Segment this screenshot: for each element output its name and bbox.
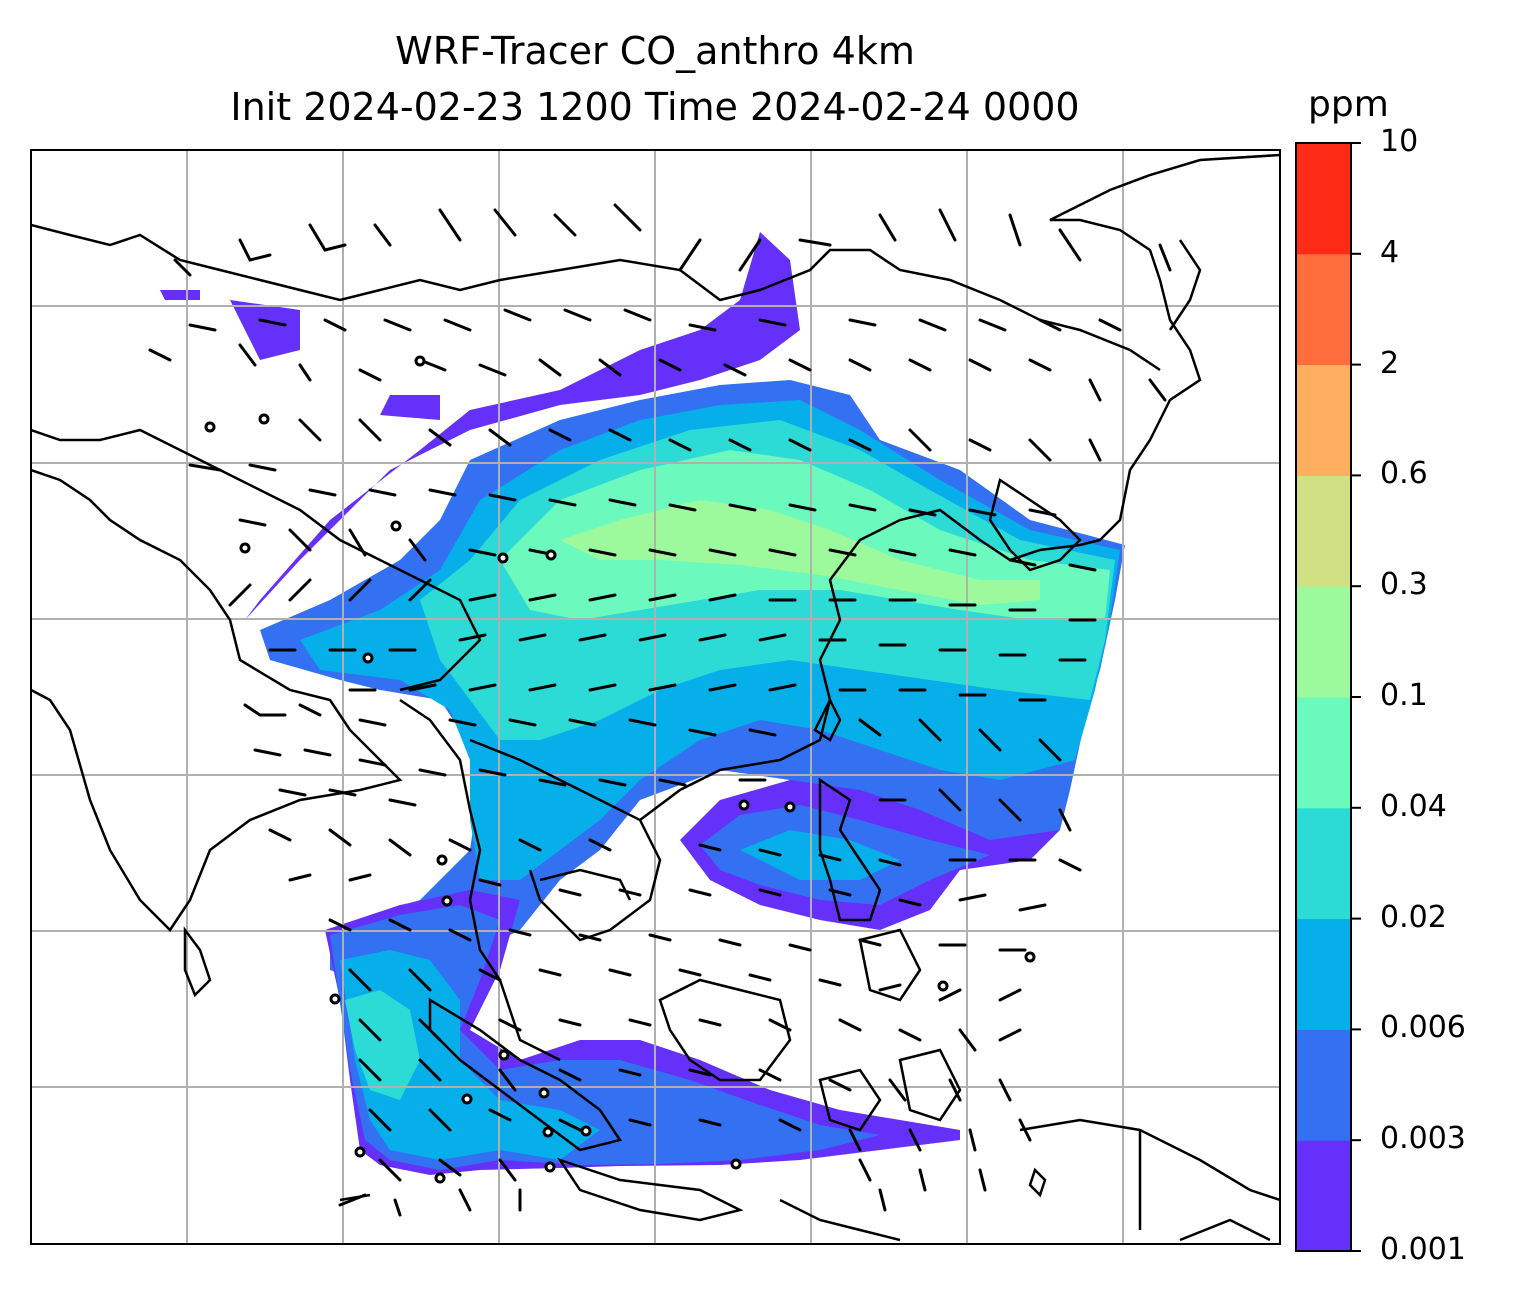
colorbar-tick-label: 0.1 — [1380, 678, 1428, 713]
colorbar-tick-label: 4 — [1380, 234, 1400, 270]
colorbar-bin — [1296, 1140, 1351, 1252]
colorbar-bin — [1296, 1029, 1351, 1141]
colorbar-tick-label: 2 — [1380, 345, 1400, 381]
calm-markers — [204, 355, 1036, 1184]
colorbar — [1295, 142, 1361, 1252]
colorbar-tick-label: 0.02 — [1380, 899, 1447, 935]
colorbar-unit-label: ppm — [1308, 84, 1389, 125]
plot-title-line2: Init 2024-02-23 1200 Time 2024-02-24 000… — [230, 85, 1080, 129]
colorbar-tick-label: 0.3 — [1380, 567, 1428, 603]
colorbar-tick-label: 0.04 — [1380, 788, 1447, 824]
colorbar-bin — [1296, 586, 1351, 698]
concentration-field — [160, 232, 1125, 1175]
wind-barbs — [148, 203, 1172, 1217]
colorbar-bin — [1296, 364, 1351, 476]
colorbar-bin — [1296, 807, 1351, 920]
colorbar-bin — [1296, 697, 1351, 809]
colorbar-tick-label: 0.001 — [1380, 1232, 1466, 1267]
colorbar-bin — [1296, 253, 1351, 366]
map-frame — [30, 149, 1281, 1245]
colorbar-bin — [1296, 918, 1351, 1030]
colorbar-bin — [1296, 475, 1351, 587]
colorbar-bin — [1296, 143, 1351, 255]
colorbar-tick-label: 0.006 — [1380, 1010, 1466, 1046]
colorbar-tick-label: 0.6 — [1380, 456, 1428, 492]
coastlines — [31, 153, 1280, 1242]
colorbar-tick-label: 10 — [1380, 124, 1419, 159]
plot-title-line1: WRF-Tracer CO_anthro 4km — [395, 29, 915, 73]
colorbar-tick-label: 0.003 — [1380, 1121, 1466, 1157]
gridlines — [31, 150, 1280, 1244]
